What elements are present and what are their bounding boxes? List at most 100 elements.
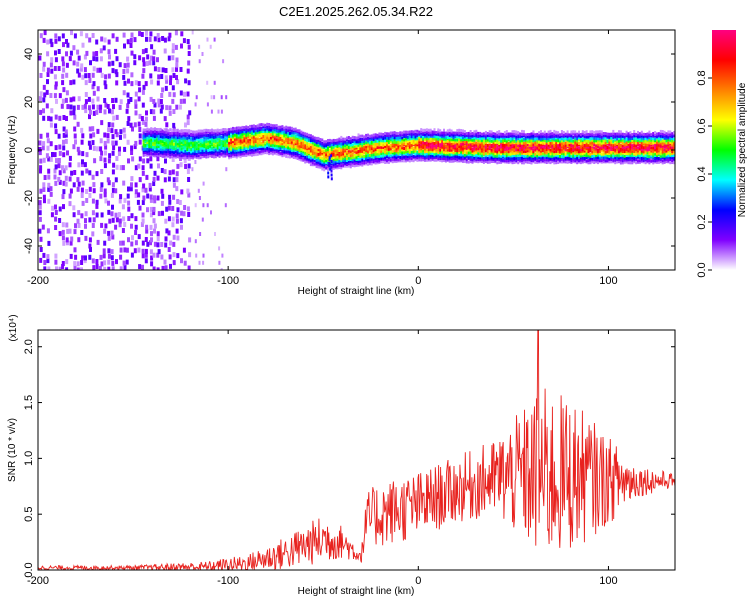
heatmap-cell (494, 152, 497, 156)
heatmap-cell (317, 152, 320, 156)
heatmap-cell (144, 48, 148, 54)
heatmap-cell (572, 148, 575, 152)
heatmap-cell (543, 158, 546, 162)
heatmap-cell (92, 132, 96, 138)
heatmap-cell (344, 154, 347, 158)
heatmap-cell (300, 134, 303, 138)
heatmap-cell (106, 138, 110, 144)
heatmap-cell (300, 158, 303, 162)
heatmap-cell (579, 148, 582, 152)
heatmap-cell (315, 165, 318, 168)
heatmap-cell (593, 143, 596, 146)
heatmap-cell (127, 116, 131, 122)
heatmap-cell (273, 143, 276, 147)
heatmap-cell (262, 125, 265, 129)
heatmap-cell (359, 161, 362, 165)
heatmap-cell (517, 137, 520, 141)
heatmap-cell (153, 198, 157, 204)
heatmap-cell (285, 132, 288, 136)
heatmap-cell (118, 104, 122, 110)
heatmap-cell (439, 154, 442, 158)
heatmap-cell (342, 139, 345, 143)
chart-title: C2E1.2025.262.05.34.R22 (279, 4, 433, 19)
heatmap-cell (507, 142, 510, 145)
heatmap-cell (425, 137, 428, 141)
heatmap-cell (484, 145, 487, 149)
heatmap-cell (115, 259, 118, 265)
heatmap-cell (427, 137, 430, 140)
heatmap-cell (256, 131, 259, 135)
heatmap-cell (579, 141, 582, 145)
heatmap-cell (327, 148, 329, 152)
heatmap-cell (562, 158, 565, 162)
heatmap-cell (304, 132, 307, 136)
heatmap-cell (233, 127, 236, 131)
heatmap-cell (389, 158, 392, 162)
heatmap-cell (180, 129, 183, 133)
heatmap-cell (351, 138, 354, 142)
heatmap-cell (433, 137, 436, 141)
heatmap-cell (183, 158, 187, 164)
heatmap-cell (42, 61, 46, 67)
heatmap-cell (435, 135, 438, 139)
heatmap-cell (380, 147, 383, 151)
heatmap-cell (155, 138, 158, 142)
heatmap-cell (541, 149, 544, 153)
heatmap-cell (157, 102, 161, 108)
heatmap-cell (174, 150, 177, 154)
heatmap-cell (644, 136, 647, 140)
heatmap-cell (201, 153, 204, 156)
heatmap-cell (163, 146, 166, 150)
heatmap-cell (252, 127, 255, 131)
heatmap-cell (618, 160, 620, 164)
heatmap-cell (386, 160, 388, 164)
heatmap-cell (209, 137, 212, 141)
heatmap-cell (172, 260, 176, 266)
heatmap-cell (210, 109, 213, 114)
heatmap-cell (188, 130, 191, 134)
heatmap-cell (148, 134, 151, 138)
heatmap-cell (319, 149, 322, 153)
heatmap-cell (328, 152, 331, 156)
heatmap-cell (422, 133, 425, 136)
heatmap-cell (292, 156, 295, 159)
heatmap-cell (39, 257, 43, 263)
heatmap-cell (606, 154, 609, 158)
heatmap-cell (424, 156, 426, 160)
heatmap-cell (243, 153, 246, 157)
snr-xtick-label: -100 (217, 575, 239, 587)
heatmap-cell (134, 99, 138, 105)
heatmap-cell (182, 145, 185, 149)
heatmap-cell (163, 141, 166, 145)
heatmap-cell (498, 137, 501, 141)
heatmap-cell (652, 149, 655, 153)
heatmap-cell (437, 143, 440, 147)
heatmap-cell (167, 154, 170, 158)
heatmap-cell (268, 136, 271, 140)
heatmap-cell (247, 135, 250, 139)
heatmap-cell (629, 135, 632, 139)
heatmap-cell (393, 155, 396, 159)
heatmap-cell (612, 132, 615, 136)
heatmap-cell (114, 224, 118, 230)
heatmap-cell (657, 141, 660, 145)
heatmap-cell (334, 159, 337, 163)
heatmap-cell (496, 130, 499, 134)
heatmap-cell (148, 60, 152, 66)
heatmap-cell (597, 132, 599, 136)
heatmap-cell (152, 141, 155, 145)
heatmap-cell (283, 153, 286, 157)
heatmap-cell (361, 158, 364, 162)
heatmap-cell (511, 134, 514, 138)
heatmap-cell (70, 236, 74, 242)
heatmap-cell (562, 152, 565, 156)
heatmap-cell (621, 134, 624, 138)
heatmap-cell (62, 145, 66, 151)
heatmap-cell (494, 138, 497, 142)
heatmap-cell (365, 137, 368, 141)
heatmap-cell (338, 153, 341, 157)
heatmap-cell (167, 205, 171, 211)
heatmap-cell (144, 237, 148, 242)
heatmap-cell (598, 132, 601, 136)
heatmap-cell (515, 159, 518, 163)
